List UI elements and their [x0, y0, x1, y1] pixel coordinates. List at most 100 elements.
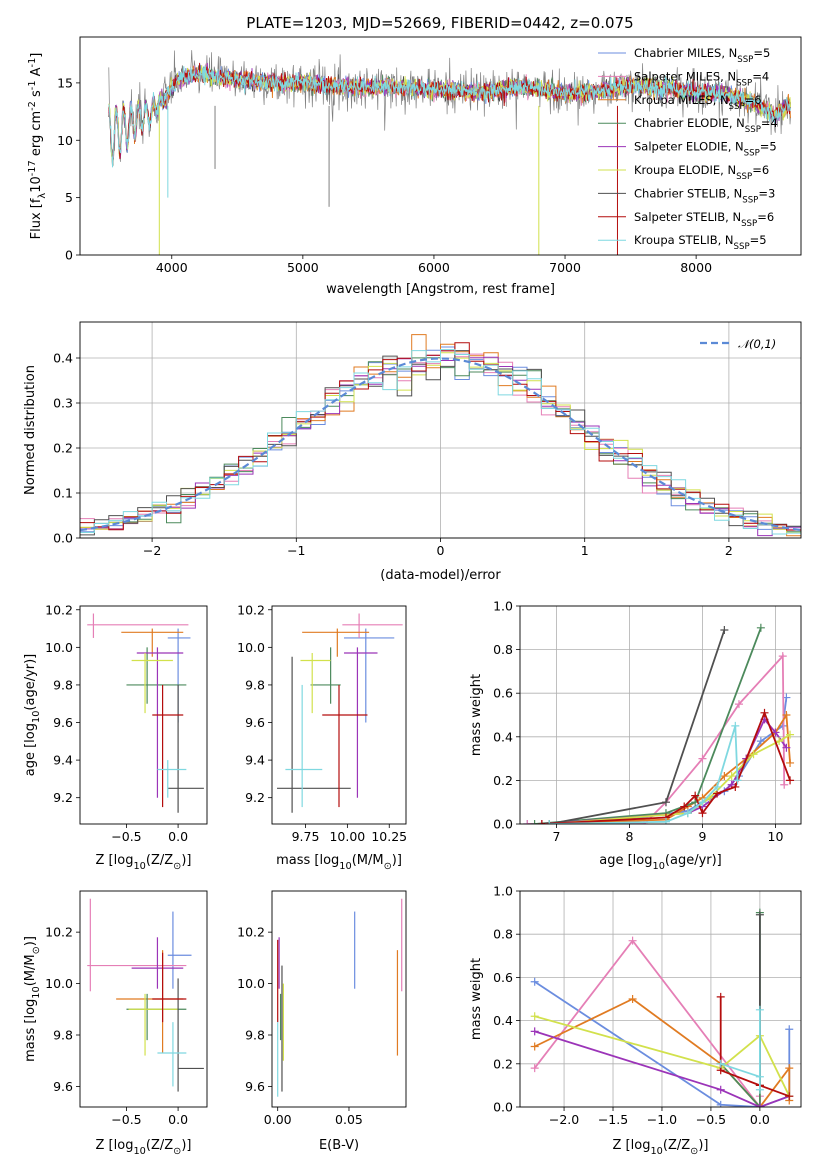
plus-marker	[749, 750, 758, 759]
axes-spectrum: 4000 5000 6000 7000 8000 0 5 10 15 wavelength [An…	[27, 36, 802, 297]
y-axis-label: mass weight	[469, 674, 484, 756]
plus-marker	[778, 652, 787, 661]
x-tick-label: 9.75	[292, 829, 320, 844]
mass-weight-line	[534, 1015, 791, 1097]
y-tick-label: 0.0	[53, 531, 73, 546]
axes-frame	[79, 605, 208, 825]
plot-area-mass_vs_EBV	[277, 898, 403, 1097]
y-tick-label: 0.8	[493, 927, 513, 942]
x-axis-label: (data-model)/error	[380, 568, 501, 583]
x-tick-label: −0.5	[111, 1112, 141, 1127]
x-tick-label: 2	[725, 543, 733, 558]
x-tick-label: 6000	[418, 260, 450, 275]
plus-marker	[733, 776, 742, 785]
y-axis-label: age [log10(age/yr)]	[23, 654, 42, 777]
y-tick-label: 0.2	[493, 773, 513, 788]
y-tick-label: 9.8	[53, 677, 73, 692]
plus-marker	[734, 700, 743, 709]
y-tick-label: 0.4	[493, 1013, 513, 1028]
data-spectrum-line	[108, 50, 791, 164]
residual-histogram	[80, 349, 801, 535]
plus-marker	[760, 708, 769, 717]
plus-marker	[530, 1042, 539, 1051]
plus-marker	[756, 623, 765, 632]
x-tick-label: −2.0	[549, 1112, 579, 1127]
plus-marker	[530, 1012, 539, 1021]
plus-marker	[720, 772, 729, 781]
y-tick-label: 9.8	[245, 1028, 265, 1043]
figure-title: PLATE=1203, MJD=52669, FIBERID=0442, z=0…	[246, 14, 633, 32]
x-tick-label: 8	[626, 829, 634, 844]
x-tick-label: 10	[768, 829, 784, 844]
x-tick-label: 5000	[287, 260, 319, 275]
y-tick-label: 0.4	[493, 729, 513, 744]
plus-marker	[698, 798, 707, 807]
mass-weight-line	[541, 710, 791, 824]
plus-marker	[691, 791, 700, 800]
plus-marker	[786, 730, 795, 739]
plus-marker	[680, 802, 689, 811]
plot-area-mass_vs_Z	[87, 898, 204, 1092]
axes-frame	[79, 890, 208, 1108]
y-axis-label: Flux [fλ10-17 erg cm-2 s-1 A-1]	[27, 53, 48, 240]
plus-marker	[628, 936, 637, 945]
y-tick-label: 9.6	[245, 715, 265, 730]
x-axis-label: mass [log10(M/M⊙)]	[276, 853, 402, 872]
y-tick-label: 10.2	[237, 925, 265, 940]
y-tick-label: 0.6	[493, 686, 513, 701]
plus-marker	[755, 1005, 764, 1014]
plus-marker	[785, 1064, 794, 1073]
axes-residuals: −2 −1 0 1 2 0.0 0.1 0.2 0.3 0.4 (data-model)/error…	[23, 321, 802, 583]
x-tick-label: 8000	[680, 260, 712, 275]
plus-marker	[756, 737, 765, 746]
plus-marker	[786, 776, 795, 785]
axes-mass_vs_EBV: 0.00 0.05 9.6 9.8 10.0 10.2 E(B-V)	[237, 890, 407, 1153]
model-spectrum-line	[108, 65, 791, 168]
mass-weight-line	[549, 733, 791, 824]
y-tick-label: 0.2	[493, 1056, 513, 1071]
mass-weight-line	[720, 1009, 761, 1090]
plus-marker	[628, 995, 637, 1003]
plus-marker	[530, 820, 539, 824]
plus-marker	[530, 1064, 539, 1073]
y-tick-label: 9.4	[245, 753, 265, 768]
legend-label: Chabrier STELIB, NSSP=3	[634, 186, 775, 205]
y-tick-label: 10.0	[237, 976, 265, 991]
legend-label: Salpeter ELODIE, NSSP=5	[634, 140, 777, 159]
plot-area-age_vs_Z	[87, 613, 204, 813]
y-tick-label: 10.2	[45, 602, 73, 617]
y-tick-label: 15	[57, 75, 73, 90]
axes-frame	[271, 890, 407, 1108]
plus-marker	[727, 772, 736, 781]
mass-weight-line	[534, 627, 762, 824]
x-tick-label: −1.0	[647, 1112, 677, 1127]
plus-marker	[786, 758, 795, 767]
plus-marker	[755, 1103, 764, 1107]
plus-marker	[716, 1085, 725, 1094]
mass-weight-line	[541, 717, 788, 824]
x-tick-label: 9	[698, 829, 706, 844]
x-tick-label: 0.0	[168, 829, 188, 844]
y-tick-label: 10.0	[45, 640, 73, 655]
legend-label: Salpeter STELIB, NSSP=6	[634, 210, 774, 229]
x-axis-label: Z [log10(Z/Z⊙)]	[613, 1138, 709, 1157]
plus-marker	[661, 817, 670, 824]
y-tick-label: 9.2	[245, 790, 265, 805]
mass-weight-line	[533, 939, 761, 1107]
plot-area-age_vs_mass	[277, 613, 403, 813]
plus-marker	[716, 992, 725, 1001]
y-tick-label: 10	[57, 133, 73, 148]
plus-marker	[530, 1027, 539, 1036]
axes-frame	[519, 605, 802, 825]
plus-marker	[731, 782, 740, 791]
plus-marker	[785, 1025, 794, 1034]
x-tick-label: −1	[287, 543, 305, 558]
y-tick-label: 1.0	[493, 599, 513, 614]
y-tick-label: 10.0	[45, 976, 73, 991]
plus-marker	[775, 737, 784, 746]
legend-label: Kroupa ELODIE, NSSP=6	[634, 163, 769, 182]
y-tick-label: 10.0	[237, 640, 265, 655]
plus-marker	[755, 1072, 764, 1081]
